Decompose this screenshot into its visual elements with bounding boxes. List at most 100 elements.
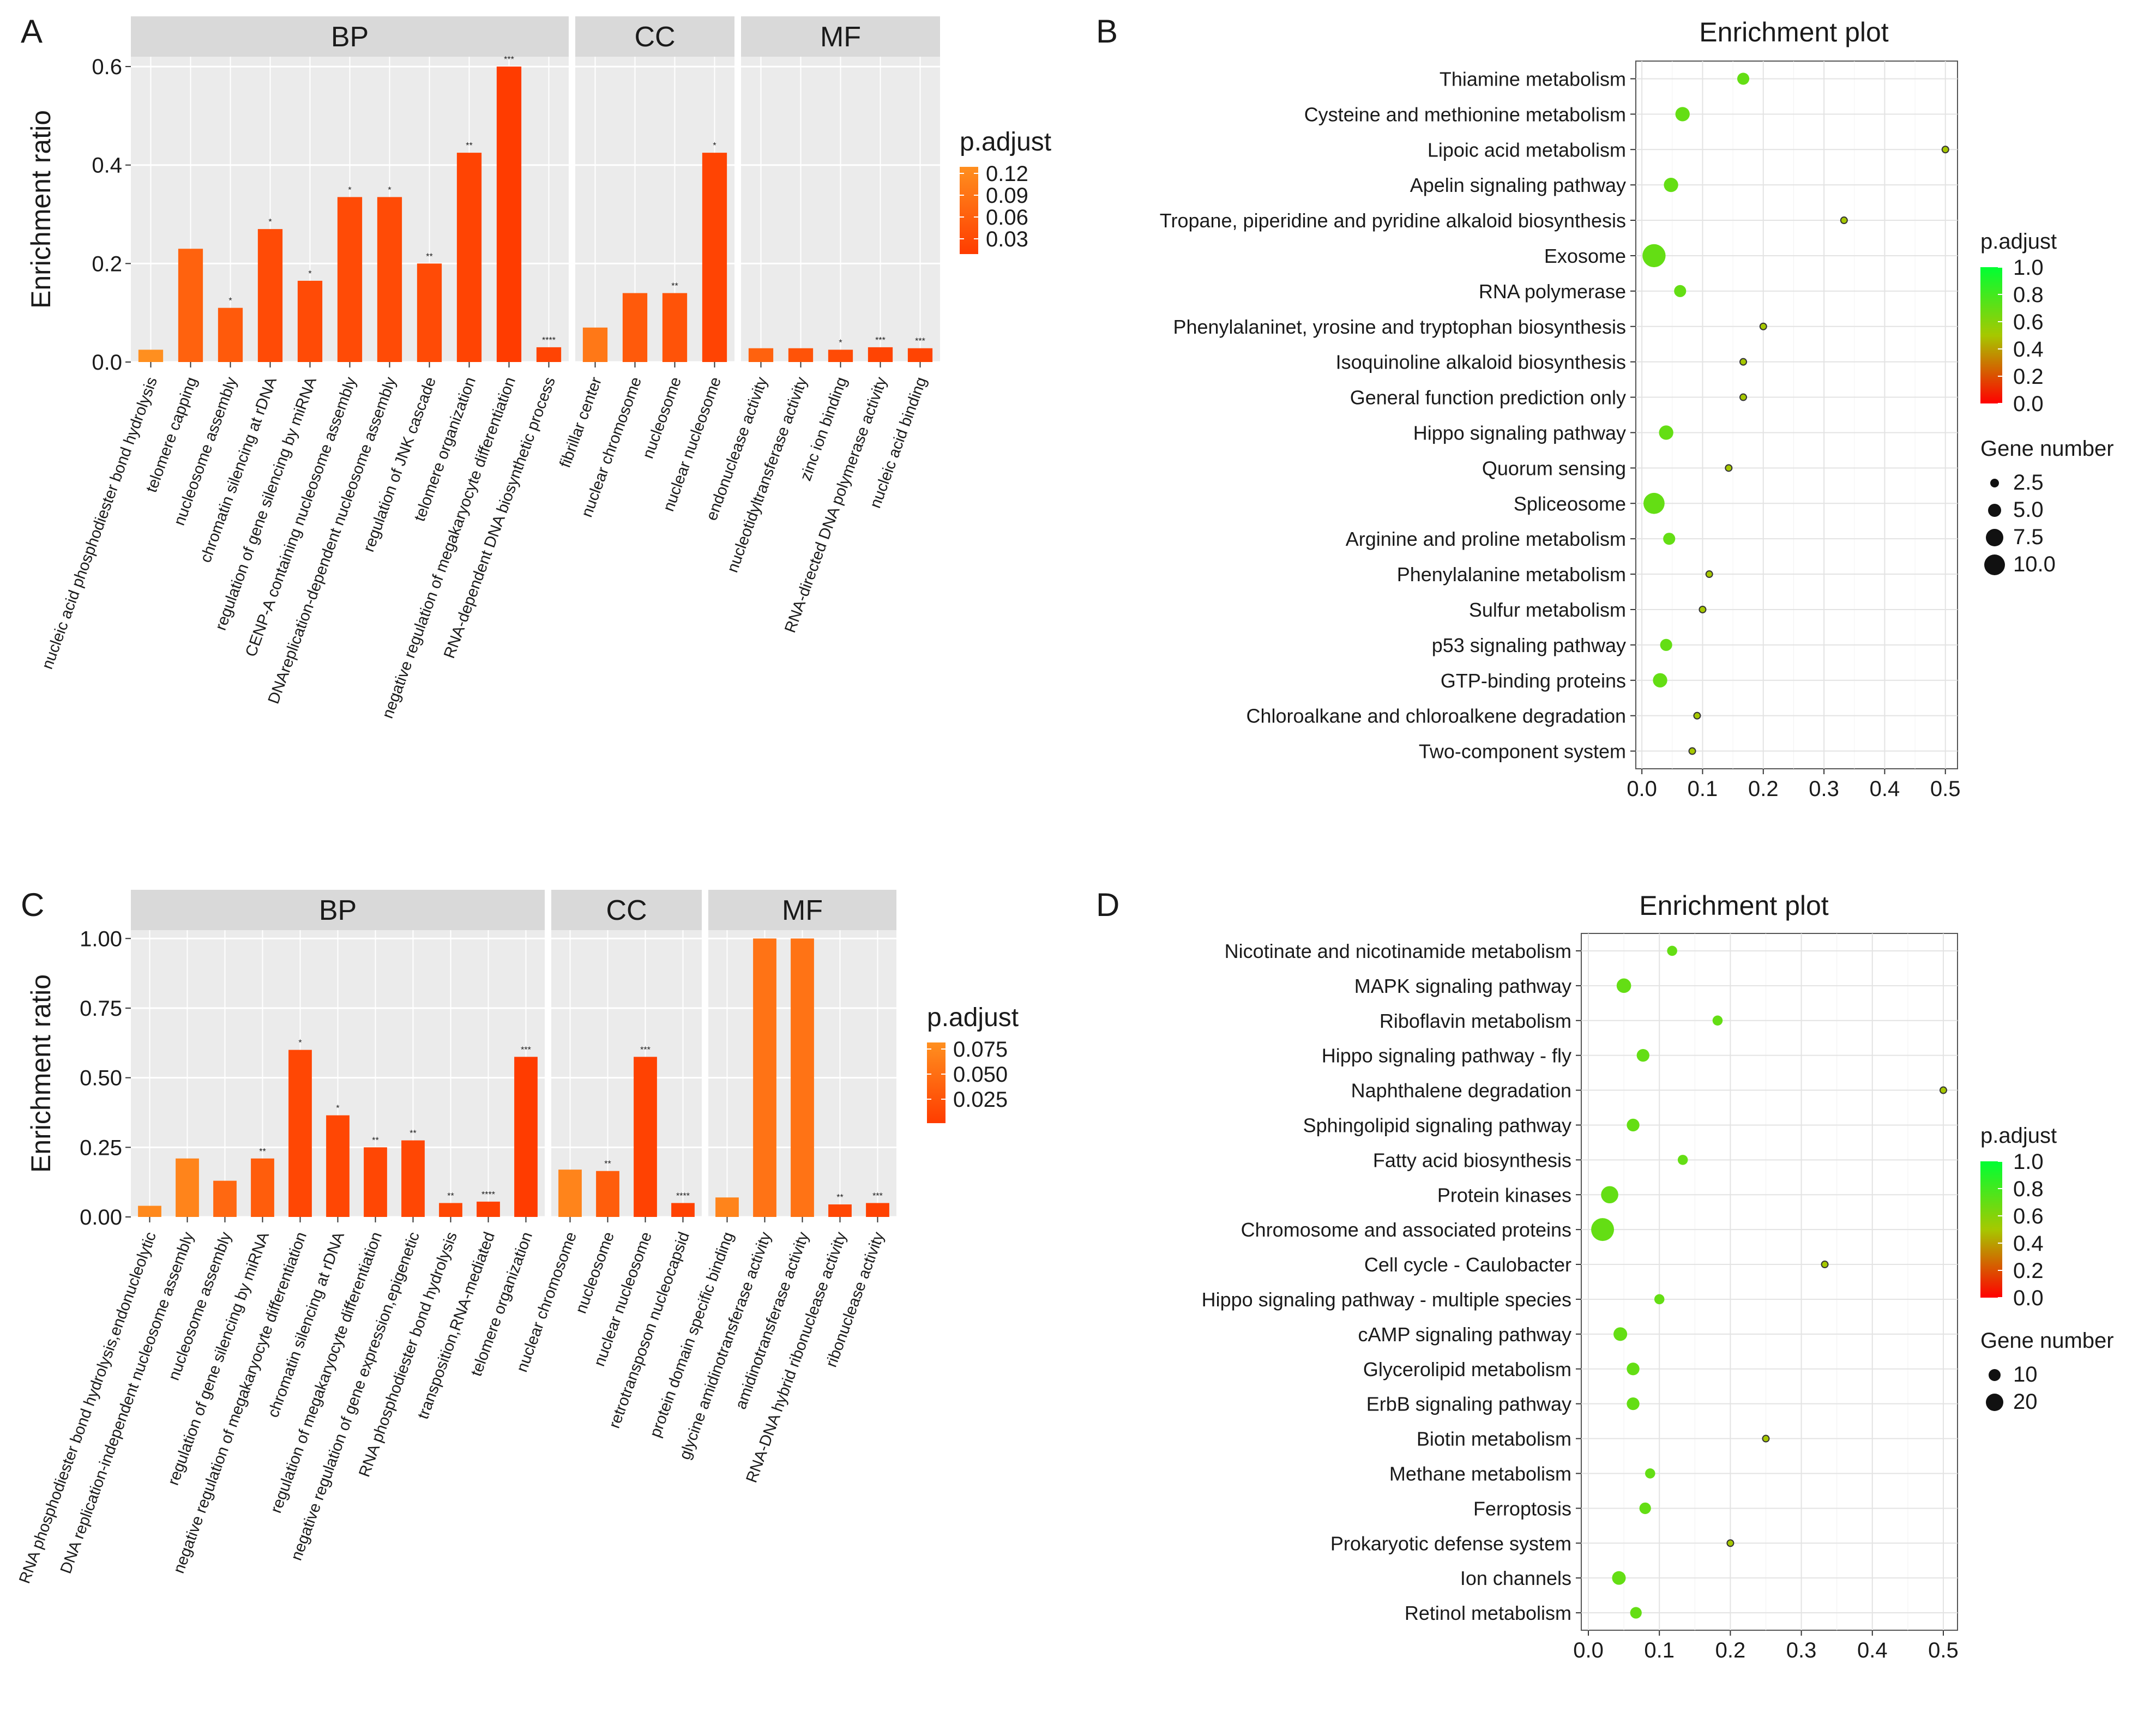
bar-ribonuclease-activity (866, 1203, 889, 1217)
y-tick-label: Sulfur metabolism (1469, 599, 1626, 621)
y-tick-label: 0.25 (80, 1136, 122, 1160)
dot-nicotinate-and-nicotinamide-metabolism (1667, 945, 1677, 956)
legend-gene-dot (1986, 1394, 2003, 1411)
y-tick-label: General function prediction only (1350, 387, 1626, 409)
dot-tropane-piperidine-and-pyridine-alkaloid-biosynthesis (1840, 216, 1848, 225)
y-tick-label: Phenylalanine metabolism (1397, 563, 1626, 586)
dot-retinol-metabolism (1630, 1607, 1642, 1619)
x-tick-label: nucleic acid phosphodiester bond hydroly… (39, 375, 161, 671)
bar-negative-regulation-of-megakaryocyte-differentiation (288, 1050, 312, 1217)
dot-two-component-system (1688, 747, 1696, 755)
dot-ion-channels (1612, 1571, 1626, 1585)
y-tick-label: Hippo signaling pathway (1413, 421, 1626, 444)
bar-retrotransposon-nucleocapsid (671, 1203, 695, 1217)
significance-mark: ** (372, 1136, 378, 1145)
y-tick-label: Isoquinoline alkaloid biosynthesis (1336, 351, 1626, 373)
legend-padj-tick: 0.4 (2013, 1232, 2044, 1256)
bar-cenp-a-containing-nucleosome-assembly (337, 197, 363, 362)
y-axis-label: Enrichment ratio (26, 974, 56, 1173)
facet-strip-bp (131, 890, 545, 930)
dot-biotin-metabolism (1762, 1434, 1770, 1443)
y-tick-label: RNA polymerase (1479, 280, 1626, 303)
legend-tick-label: 0.12 (986, 162, 1028, 186)
bar-telomere-capping (178, 249, 203, 362)
bar-rna-phosphodiester-bond-hydrolysis-endonucleolytic (138, 1205, 161, 1217)
bar-chromatin-silencing-at-rdna (257, 229, 283, 362)
x-tick-label: 0.2 (1748, 777, 1779, 801)
bar-dna-replication-independent-nucleosome-assembly (176, 1158, 199, 1217)
y-tick-label: Protein kinases (1437, 1184, 1571, 1206)
dot-hippo-signaling-pathway-fly (1636, 1048, 1649, 1062)
legend-padj-tick: 0.2 (2013, 1259, 2044, 1283)
bar-nuclear-nucleosome (634, 1057, 657, 1217)
dot-apelin-signaling-pathway (1664, 177, 1678, 192)
dot-general-function-prediction-only (1739, 393, 1748, 401)
dot-gtp-binding-proteins (1653, 673, 1667, 688)
x-tick-label: 0.3 (1786, 1638, 1817, 1662)
legend-colorbar (927, 1042, 945, 1123)
legend-gene-tick: 2.5 (2013, 471, 2044, 495)
legend-colorbar (1980, 1161, 2002, 1298)
significance-mark: * (336, 1104, 339, 1113)
significance-mark: **** (676, 1191, 690, 1201)
x-tick-label: 0.4 (1870, 777, 1900, 801)
legend-gene-tick: 5.0 (2013, 498, 2044, 522)
y-axis-label: Enrichment ratio (26, 110, 56, 309)
dot-arginine-and-proline-metabolism (1663, 533, 1676, 545)
legend-gene-dot (1990, 479, 1999, 487)
legend-padj-tick: 0.0 (2013, 392, 2044, 416)
legend-gene-tick: 10 (2013, 1363, 2038, 1387)
dot-exosome (1642, 244, 1666, 268)
panel-a: A Enrichment ratio BP nucleic acid phospho… (21, 13, 1051, 721)
bar-regulation-of-gene-silencing-by-mirna (297, 280, 323, 362)
facet-label-bp: BP (331, 21, 369, 53)
y-tick-label: Exosome (1544, 245, 1626, 267)
significance-mark: ** (466, 141, 472, 150)
y-tick-label: Hippo signaling pathway - multiple speci… (1202, 1288, 1571, 1311)
y-tick-label: Riboflavin metabolism (1380, 1010, 1571, 1032)
y-tick-label: Fatty acid biosynthesis (1373, 1149, 1571, 1171)
legend-title: p.adjust (960, 128, 1051, 156)
y-tick-label: 0.4 (92, 154, 122, 178)
legend-gene-dot (1988, 504, 2001, 517)
bar-regulation-of-jnk-cascade (417, 263, 442, 362)
significance-mark: ** (836, 1193, 843, 1202)
legend-gene-tick: 7.5 (2013, 525, 2044, 549)
bar-negative-regulation-of-gene-expression-epigenetic (401, 1140, 425, 1217)
bar-nuclear-chromosome (622, 293, 648, 362)
x-tick-label: 0.3 (1809, 777, 1839, 801)
bar-regulation-of-gene-silencing-by-mirna (251, 1158, 274, 1217)
bar-rna-directed-dna-polymerase-activity (868, 347, 893, 362)
dot-thiamine-metabolism (1737, 73, 1750, 85)
bar-transposition-rna-mediated (477, 1201, 500, 1217)
y-tick-label: ErbB signaling pathway (1366, 1393, 1571, 1415)
x-tick-label: 0.2 (1715, 1638, 1746, 1662)
dot-camp-signaling-pathway (1613, 1327, 1628, 1341)
dot-cysteine-and-methionine-metabolism (1675, 107, 1690, 122)
bar-protein-domain-specific-binding (715, 1197, 739, 1217)
significance-mark: ** (426, 252, 432, 261)
bar-telomere-organization (514, 1057, 538, 1217)
x-tick-label: chromatin silencing at rDNA (197, 375, 280, 565)
dot-isoquinoline-alkaloid-biosynthesis (1739, 358, 1748, 366)
facet-label-cc: CC (634, 21, 675, 53)
dot-quorum-sensing (1725, 464, 1733, 472)
significance-mark: * (268, 218, 272, 227)
legend-colorbar (1980, 267, 2002, 403)
bar-zinc-ion-binding (828, 349, 853, 362)
bar-nucleosome-assembly (213, 1180, 237, 1217)
legend-tick-label: 0.075 (953, 1038, 1008, 1062)
legend-gene-dot (1984, 554, 2005, 575)
y-tick-label: Ion channels (1460, 1567, 1571, 1589)
significance-mark: * (298, 1039, 302, 1048)
y-tick-label: Glycerolipid metabolism (1363, 1358, 1571, 1381)
panel-b: B Enrichment plot 0.0 0.1 0.2 0.3 0.4 0.5 Thia… (1096, 13, 2114, 801)
y-tick-label: Methane metabolism (1389, 1462, 1571, 1485)
legend-padj-tick: 0.8 (2013, 1177, 2044, 1201)
x-tick-label: 0.0 (1573, 1638, 1604, 1662)
facet-label-mf: MF (820, 21, 861, 53)
y-tick-label: Nicotinate and nicotinamide metabolism (1225, 940, 1571, 962)
bar-telomere-organization (456, 153, 482, 362)
x-tick-label: nucleosome (573, 1229, 618, 1316)
